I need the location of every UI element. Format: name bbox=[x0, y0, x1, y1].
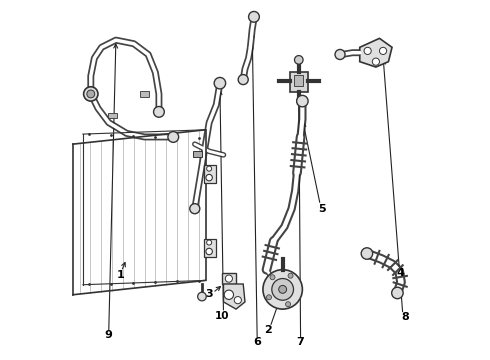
Circle shape bbox=[206, 248, 212, 255]
Circle shape bbox=[279, 285, 287, 293]
FancyBboxPatch shape bbox=[204, 165, 216, 183]
Circle shape bbox=[294, 55, 303, 64]
Circle shape bbox=[267, 295, 271, 300]
Bar bbox=[290, 72, 308, 92]
Polygon shape bbox=[221, 273, 236, 284]
Circle shape bbox=[392, 287, 403, 299]
Circle shape bbox=[225, 275, 232, 282]
Text: 2: 2 bbox=[265, 325, 272, 334]
Circle shape bbox=[263, 270, 302, 309]
Circle shape bbox=[270, 275, 275, 280]
FancyBboxPatch shape bbox=[204, 239, 216, 257]
Text: 7: 7 bbox=[297, 337, 304, 347]
Bar bbox=[140, 91, 149, 97]
Circle shape bbox=[234, 297, 242, 304]
Circle shape bbox=[168, 132, 179, 142]
Circle shape bbox=[197, 292, 206, 301]
Text: 3: 3 bbox=[205, 289, 213, 300]
Circle shape bbox=[248, 12, 259, 22]
Circle shape bbox=[379, 47, 387, 54]
Bar bbox=[294, 75, 303, 86]
Bar bbox=[193, 151, 202, 157]
Text: 8: 8 bbox=[401, 312, 409, 322]
Text: 1: 1 bbox=[116, 270, 124, 280]
Circle shape bbox=[286, 302, 291, 307]
Circle shape bbox=[372, 58, 379, 65]
Circle shape bbox=[84, 87, 98, 101]
Circle shape bbox=[364, 47, 371, 54]
Circle shape bbox=[87, 90, 95, 98]
Text: 10: 10 bbox=[215, 311, 230, 320]
Circle shape bbox=[207, 166, 212, 171]
Text: 5: 5 bbox=[318, 204, 326, 214]
Polygon shape bbox=[360, 39, 392, 67]
Circle shape bbox=[214, 77, 225, 89]
Circle shape bbox=[207, 240, 212, 245]
Circle shape bbox=[153, 107, 164, 117]
Circle shape bbox=[335, 49, 345, 59]
Circle shape bbox=[288, 273, 293, 278]
Circle shape bbox=[190, 204, 200, 214]
Circle shape bbox=[361, 248, 373, 259]
Circle shape bbox=[296, 95, 308, 107]
Bar bbox=[108, 113, 117, 118]
Circle shape bbox=[272, 279, 294, 300]
Text: 4: 4 bbox=[397, 268, 405, 278]
Circle shape bbox=[206, 174, 212, 181]
Text: 6: 6 bbox=[253, 337, 261, 347]
Text: 9: 9 bbox=[105, 330, 113, 340]
Polygon shape bbox=[223, 284, 245, 309]
Circle shape bbox=[224, 290, 234, 300]
Circle shape bbox=[238, 75, 248, 85]
